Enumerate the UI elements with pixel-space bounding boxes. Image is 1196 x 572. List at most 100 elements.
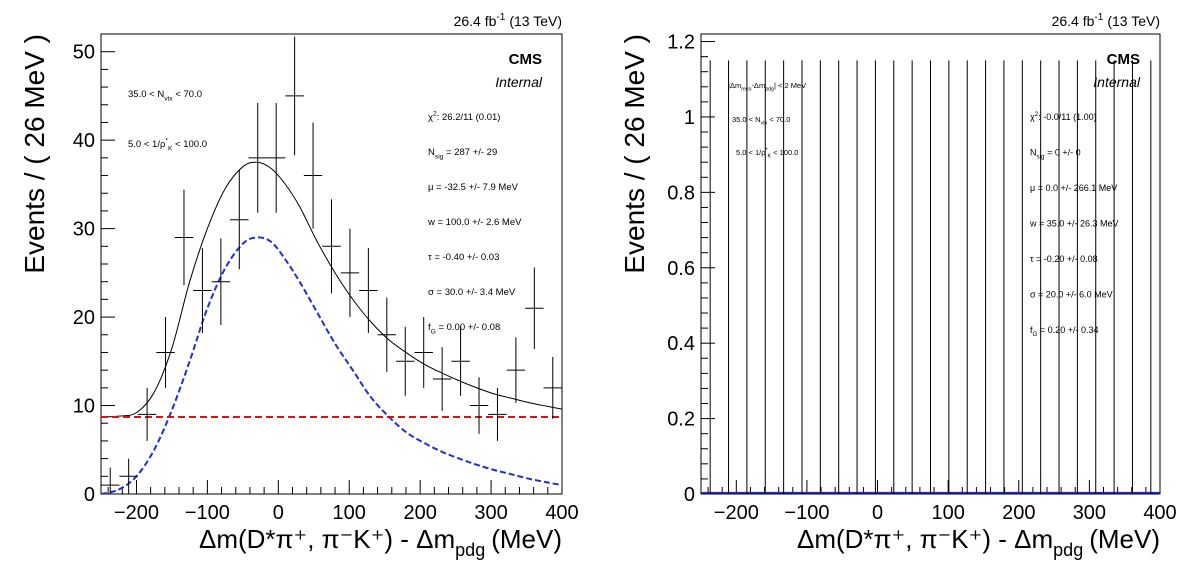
lumi-lumi: 26.4 fb: [1052, 13, 1095, 29]
fit-result-7-post: = 0.20 +/- 0.34: [1037, 325, 1098, 335]
x-tick-label: 100: [931, 502, 964, 524]
cut-label-2-pre: 35.0 < N: [732, 115, 761, 124]
data-point: [958, 60, 977, 495]
data-point: [266, 103, 286, 213]
cut-label-2-pre: 5.0 < 1/ρ: [128, 139, 166, 150]
lumi-lumi_sup: -1: [1094, 12, 1103, 23]
data-point: [248, 103, 267, 213]
cms-label: CMS: [1107, 51, 1140, 68]
data-point: [451, 326, 470, 396]
fit-result-6: σ = 30.0 +/- 3.4 MeV: [428, 287, 516, 298]
x-tick-label: 0: [273, 502, 284, 524]
data-point: [432, 347, 452, 411]
cut-label-2-sub: K: [168, 145, 173, 152]
y-tick-label: 0: [684, 484, 695, 506]
x-axis-title-sub: pdg: [455, 540, 485, 560]
fit-result-3-pre: μ = -32.5 +/- 7.9 MeV: [428, 182, 519, 193]
y-axis-title: Events / ( 26 MeV ): [619, 34, 650, 274]
data-point: [756, 60, 775, 495]
x-axis-title-unit: (MeV): [1089, 524, 1160, 554]
fit-result-7-sub: G: [431, 328, 436, 335]
cut-label-3-pre: 5.0 < 1/ρ: [736, 148, 766, 157]
fit-result-5-pre: τ = -0.20 +/- 0.08: [1030, 254, 1098, 264]
panel-2: −200 −100 0 100 200 300 400 0 0.2 0.4 0.6 0.8 1 1.2 Δm…: [619, 12, 1177, 560]
x-tick-label: 300: [474, 502, 507, 524]
data-point: [847, 60, 867, 495]
series-signal: [101, 236, 562, 494]
data-point: [543, 356, 562, 419]
x-tick-label: 400: [1143, 502, 1176, 524]
x-tick-label: 200: [1002, 502, 1035, 524]
data-point: [994, 60, 1014, 495]
data-point: [506, 337, 526, 403]
fit-result-1: χ2: 26.2/11 (0.01): [428, 111, 500, 123]
data-point: [719, 60, 738, 495]
data-point: [774, 60, 793, 495]
lumi-label: 26.4 fb-1 (13 TeV): [454, 12, 562, 29]
cut-label-3-sub: K: [768, 154, 772, 160]
data-point: [921, 60, 940, 495]
internal-label: Internal: [1093, 74, 1141, 90]
cut-label-3-sup: *: [766, 148, 768, 154]
data-point: [303, 122, 323, 229]
fit-result-7-post: = 0.00 +/- 0.08: [436, 322, 500, 333]
fit-result-7-sub: G: [1033, 331, 1038, 338]
data-point: [976, 60, 995, 495]
fit-result-2: Nsig = 0 +/- 0: [1030, 148, 1081, 161]
data-points: [101, 36, 562, 494]
data-point: [866, 60, 885, 495]
fit-result-7: fG = 0.00 +/- 0.08: [428, 322, 500, 335]
fit-result-1: χ2: -0.0/11 (1.00): [1030, 111, 1097, 122]
cut-label-2-sub: vtx: [761, 121, 768, 127]
fit-result-3: μ = -32.5 +/- 7.9 MeV: [428, 182, 519, 193]
lumi-energy: (13 TeV): [1107, 13, 1160, 29]
cut-label-3: 5.0 < 1/ρ*K < 100.0: [736, 148, 798, 160]
fit-result-5: τ = -0.40 +/- 0.03: [428, 252, 499, 263]
fit-result-4: w = 35.0 +/- 26.3 MeV: [1029, 219, 1119, 229]
data-point: [1049, 60, 1069, 495]
cut-label-2: 5.0 < 1/ρ*K < 100.0: [128, 138, 207, 153]
x-axis-title-main: Δm(D*π⁺, π⁻K⁺) - Δm: [797, 524, 1053, 554]
lumi-label: 26.4 fb-1 (13 TeV): [1052, 12, 1160, 29]
cut-label-1: 35.0 < Nvtx < 70.0: [128, 89, 202, 102]
x-tick-label: −200: [114, 502, 159, 524]
x-axis-title-sub: pdg: [1053, 540, 1083, 560]
fit-result-6: σ = 20.0 +/- 6.0 MeV: [1030, 290, 1113, 300]
data-point: [792, 60, 812, 495]
x-axis-title-unit: (MeV): [491, 524, 562, 554]
data-point: [488, 387, 507, 441]
y-tick-label: 30: [73, 219, 95, 241]
cut-label-1-pre: |Δm: [728, 81, 741, 90]
lumi-energy: (13 TeV): [509, 13, 562, 29]
y-axis-title: Events / ( 26 MeV ): [19, 34, 50, 274]
y-tick-label: 0.8: [667, 182, 695, 204]
y-tick-label: 1: [684, 107, 695, 129]
y-tick-label: 0.4: [667, 333, 695, 355]
cut-label-3-post: < 100.0: [771, 148, 798, 157]
y-tick-label: 40: [73, 130, 95, 152]
cut-label-tail-post: | < 2 MeV: [774, 81, 806, 90]
cut-label-1-post: -Δm: [751, 81, 765, 90]
data-point: [469, 377, 489, 434]
data-point: [377, 297, 397, 372]
data-point: [1086, 60, 1105, 495]
y-tick-label: 0.2: [667, 409, 695, 431]
x-tick-label: −100: [784, 502, 829, 524]
data-point: [174, 189, 194, 286]
data-point: [1031, 60, 1050, 495]
x-axis-title-main: Δm(D*π⁺, π⁻K⁺) - Δm: [199, 524, 455, 554]
fit-result-1-post: : -0.0/11 (1.00): [1038, 112, 1096, 122]
data-point: [939, 60, 959, 495]
x-axis-title: Δm(D*π⁺, π⁻K⁺) - Δmpdg (MeV): [797, 524, 1160, 560]
fit-result-5-pre: τ = -0.40 +/- 0.03: [428, 252, 499, 263]
fit-result-2-pre: N: [428, 147, 435, 158]
fit-result-6-pre: σ = 30.0 +/- 3.4 MeV: [428, 287, 516, 298]
fit-result-1-post: : 26.2/11 (0.01): [437, 112, 501, 123]
lumi-lumi: 26.4 fb: [454, 13, 497, 29]
data-point: [322, 199, 341, 294]
fit-result-5: τ = -0.20 +/- 0.08: [1030, 254, 1098, 264]
y-tick-label: 1.2: [667, 32, 695, 54]
data-point: [902, 60, 922, 495]
fit-result-2-post: = 0 +/- 0: [1045, 148, 1081, 158]
